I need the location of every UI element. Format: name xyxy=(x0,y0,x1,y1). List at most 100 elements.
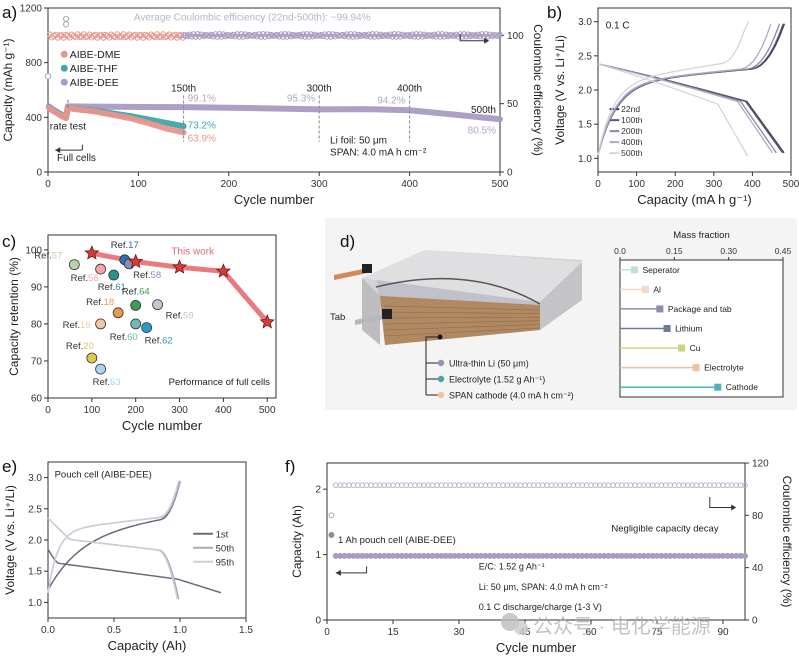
plot-frame xyxy=(47,7,501,173)
ce-point-dee xyxy=(313,32,320,39)
legend-entry: 400th xyxy=(621,137,643,147)
capacity-point xyxy=(486,552,493,559)
ce-axis-arrow xyxy=(459,33,486,42)
ce-point-dee xyxy=(403,32,410,39)
capacity-point xyxy=(346,552,352,559)
legend-entry: AIBE-THF xyxy=(70,63,118,75)
rate-test-label: rate test xyxy=(50,122,86,133)
ce-point-dee xyxy=(441,33,448,40)
y2-tick-label: 80 xyxy=(752,511,764,522)
capacity-point xyxy=(662,552,669,559)
ce-outlier xyxy=(62,15,70,23)
x-tick-label: 75 xyxy=(651,627,663,638)
ce-point-dee xyxy=(381,32,388,39)
layer-marker xyxy=(437,391,445,399)
ref-number: 62 xyxy=(162,336,173,347)
x-tick-label: 200 xyxy=(667,179,684,190)
cycle-marker-label: 500th xyxy=(471,105,496,116)
y2-axis-label: Coulombic efficiency (%) xyxy=(531,24,545,156)
reference-point xyxy=(95,318,107,330)
layer-label: Ultra-thin Li (50 μm) xyxy=(449,359,529,369)
capacity-point xyxy=(574,552,581,559)
decay-annotation: Negligible capacity decay xyxy=(611,524,718,535)
capacity-point xyxy=(632,552,638,559)
y-tick-label: 1.5 xyxy=(28,567,42,578)
capacity-point xyxy=(627,552,634,559)
reference-label: Ref.60 xyxy=(110,332,138,343)
y-tick-label: 1200 xyxy=(20,4,43,15)
aluminum-tab xyxy=(355,313,388,325)
y2-tick-label: 40 xyxy=(752,563,764,574)
x-tick-label: 400 xyxy=(215,405,232,416)
x-tick-label: 0.5 xyxy=(107,625,121,636)
legend-marker xyxy=(60,78,68,86)
capacity-point xyxy=(671,552,678,559)
retention-label: 63.9% xyxy=(188,133,216,144)
ref-number: 60 xyxy=(127,332,138,343)
ref-prefix: Ref. xyxy=(145,336,162,347)
full-cells-label: Full cells xyxy=(57,153,96,164)
y2-tick-label: 120 xyxy=(752,459,769,470)
mass-fraction-marker xyxy=(663,325,671,332)
arrow-head-icon xyxy=(55,147,61,154)
ce-point-dee xyxy=(285,31,293,38)
capacity-point xyxy=(434,552,440,559)
this-work-star-icon xyxy=(128,253,144,269)
ce-point-dee xyxy=(248,32,255,39)
capacity-point xyxy=(618,552,625,559)
legend-entry: 100th xyxy=(621,115,643,125)
y-tick-label: 1.0 xyxy=(578,154,592,165)
ce-outlier xyxy=(62,21,70,28)
y-axis-label: Capacity (mAh g⁻¹) xyxy=(1,38,15,141)
x-tick-label: 400 xyxy=(401,179,418,190)
discharge-curve xyxy=(47,548,222,594)
x-tick-label: 100 xyxy=(628,179,645,190)
capacity-point xyxy=(478,552,484,559)
y-tick-label: 80 xyxy=(31,319,43,330)
capacity-point xyxy=(504,552,511,559)
reference-label: Ref.63 xyxy=(93,377,121,388)
y-tick-label: 2.5 xyxy=(28,504,42,515)
y-tick-label: 70 xyxy=(31,356,43,367)
charge-curve xyxy=(47,480,180,594)
capacity-axis-arrow xyxy=(335,566,368,574)
y-tick-label: 2.5 xyxy=(578,51,592,62)
capacity-point xyxy=(711,552,718,559)
ec-annotation: E/C: 1.52 g Ah⁻¹ xyxy=(479,562,545,572)
retention-label: 80.5% xyxy=(468,126,496,137)
legend-entry: 50th xyxy=(216,543,235,554)
capacity-point xyxy=(583,552,590,559)
pouch-front-edge xyxy=(362,278,380,345)
reference-point xyxy=(152,299,164,311)
y-tick-label: 100 xyxy=(25,245,42,256)
x-tick-label: 0.45 xyxy=(775,246,792,256)
legend-entry: 22nd xyxy=(621,104,640,114)
ref-prefix: Ref. xyxy=(98,282,115,293)
capacity-point xyxy=(451,552,458,559)
ref-prefix: Ref. xyxy=(34,251,51,262)
ce-point-dme xyxy=(104,32,111,39)
cathode-stack-face xyxy=(380,296,540,345)
capacity-point xyxy=(605,552,612,559)
capacity-point xyxy=(341,552,348,559)
layer-label: Electrolyte (1.52 g Ah⁻¹) xyxy=(449,375,545,385)
capacity-point xyxy=(328,531,335,538)
capacity-point xyxy=(332,552,339,559)
y-tick-label: 400 xyxy=(25,113,42,124)
ref-number: 61 xyxy=(115,282,126,293)
x-tick-label: 30 xyxy=(453,627,465,638)
discharge-curve xyxy=(597,63,749,157)
li-foil-label: Li foil: 50 μm xyxy=(330,135,387,146)
ce-point-dee xyxy=(446,32,454,39)
pouch-annotation: Pouch cell (AIBE-DEE) xyxy=(55,470,152,481)
y-tick-label: 2.0 xyxy=(578,86,592,97)
x-tick-label: 300 xyxy=(171,405,188,416)
capacity-point xyxy=(733,552,740,559)
mass-fraction-marker xyxy=(656,305,664,313)
capacity-point xyxy=(464,552,471,559)
mass-fraction-category: Al xyxy=(653,284,661,294)
charge-curve xyxy=(597,21,750,156)
capacity-point xyxy=(495,552,502,559)
